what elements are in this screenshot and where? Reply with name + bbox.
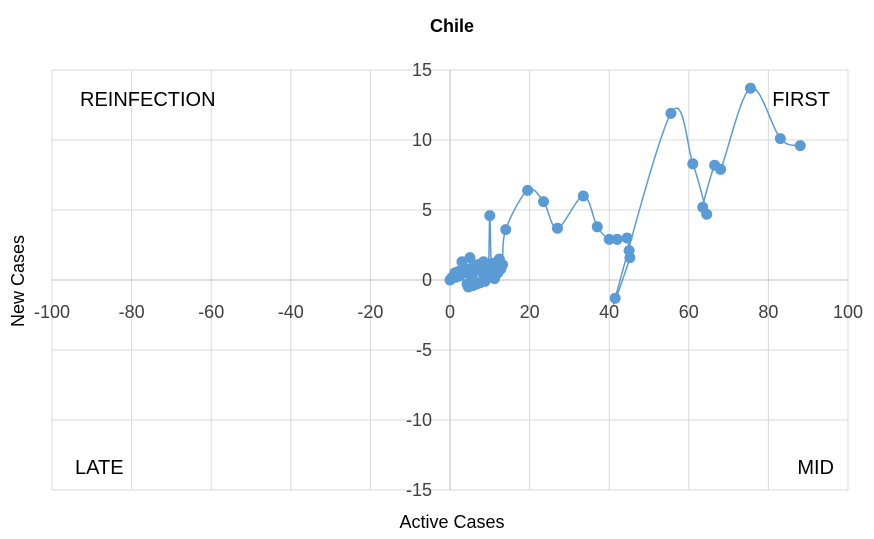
data-point bbox=[775, 134, 785, 144]
y-tick-label: 15 bbox=[412, 60, 432, 80]
data-point bbox=[552, 223, 562, 233]
x-tick-label: -100 bbox=[34, 302, 70, 322]
data-point bbox=[578, 191, 588, 201]
data-point bbox=[465, 253, 475, 263]
x-tick-label: 100 bbox=[833, 302, 863, 322]
x-tick-label: -80 bbox=[119, 302, 145, 322]
data-point bbox=[688, 159, 698, 169]
x-tick-label: 40 bbox=[599, 302, 619, 322]
y-tick-label: -15 bbox=[406, 480, 432, 500]
x-tick-label: 0 bbox=[445, 302, 455, 322]
data-point bbox=[795, 141, 805, 151]
data-point bbox=[539, 197, 549, 207]
x-axis-title: Active Cases bbox=[399, 512, 504, 532]
x-tick-label: -20 bbox=[357, 302, 383, 322]
data-point bbox=[612, 234, 622, 244]
data-point bbox=[622, 233, 632, 243]
quadrant-label-first: FIRST bbox=[772, 89, 830, 111]
y-tick-label: -10 bbox=[406, 410, 432, 430]
quadrant-label-mid: MID bbox=[797, 457, 834, 479]
y-axis-title: New Cases bbox=[8, 235, 28, 327]
data-point bbox=[698, 202, 708, 212]
data-point bbox=[485, 211, 495, 221]
data-point bbox=[666, 108, 676, 118]
data-point bbox=[592, 222, 602, 232]
data-point bbox=[501, 225, 511, 235]
chart-title: Chile bbox=[430, 16, 474, 36]
x-tick-label: 20 bbox=[520, 302, 540, 322]
quadrant-label-reinfection: REINFECTION bbox=[80, 89, 216, 111]
data-point bbox=[716, 164, 726, 174]
x-tick-label: 60 bbox=[679, 302, 699, 322]
y-tick-label: -5 bbox=[416, 340, 432, 360]
y-tick-label: 0 bbox=[422, 270, 432, 290]
data-point bbox=[498, 260, 508, 270]
y-tick-label: 5 bbox=[422, 200, 432, 220]
data-point bbox=[523, 185, 533, 195]
series-layer bbox=[445, 83, 805, 304]
y-tick-label: 10 bbox=[412, 130, 432, 150]
x-tick-label: -60 bbox=[198, 302, 224, 322]
x-tick-label: -40 bbox=[278, 302, 304, 322]
quadrant-label-late: LATE bbox=[75, 457, 124, 479]
data-point bbox=[625, 253, 635, 263]
data-point bbox=[745, 83, 755, 93]
x-tick-label: 80 bbox=[758, 302, 778, 322]
